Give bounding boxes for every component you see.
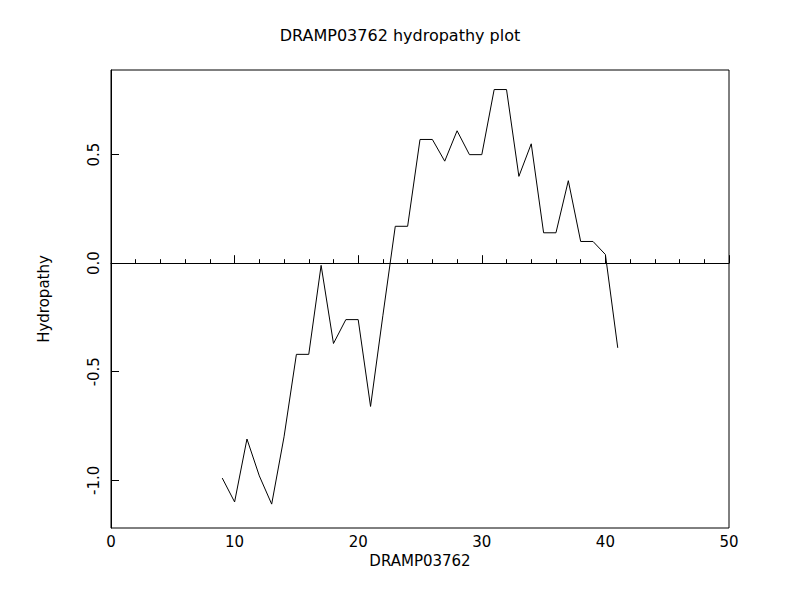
svg-text:-1.0: -1.0 [85, 466, 103, 495]
svg-text:0.5: 0.5 [85, 143, 103, 167]
svg-text:DRAMP03762 hydropathy plot: DRAMP03762 hydropathy plot [280, 26, 521, 45]
svg-text:Hydropathy: Hydropathy [35, 255, 53, 343]
svg-text:50: 50 [719, 533, 738, 551]
svg-text:40: 40 [596, 533, 615, 551]
svg-text:-0.5: -0.5 [85, 357, 103, 386]
svg-text:DRAMP03762: DRAMP03762 [369, 552, 470, 570]
svg-text:10: 10 [225, 533, 244, 551]
svg-text:20: 20 [349, 533, 368, 551]
svg-text:0: 0 [106, 533, 116, 551]
svg-text:0.0: 0.0 [85, 251, 103, 275]
svg-text:30: 30 [472, 533, 491, 551]
